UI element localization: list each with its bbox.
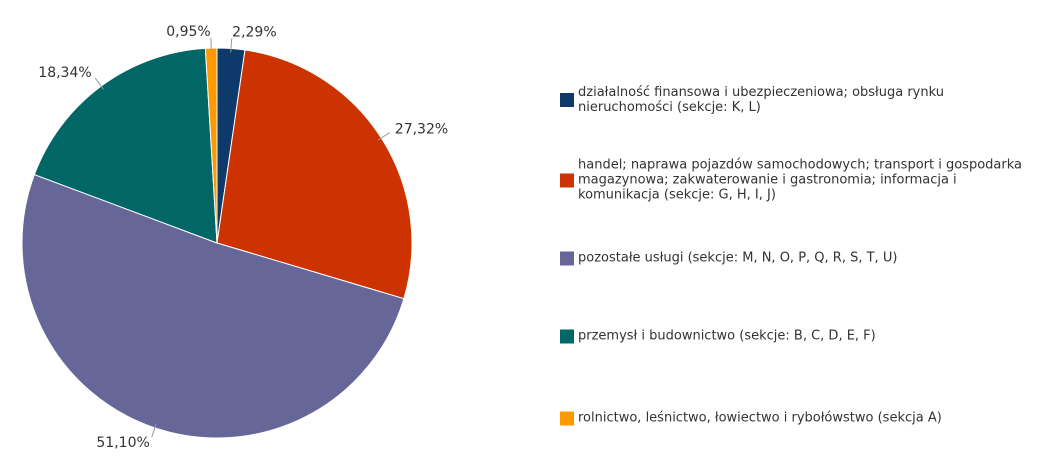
data-label: 51,10%: [96, 435, 149, 451]
legend-label: przemysł i budownictwo (sekcje: B, C, D,…: [578, 328, 876, 344]
legend-swatch: [560, 329, 574, 343]
legend-label: pozostałe usługi (sekcje: M, N, O, P, Q,…: [578, 250, 898, 266]
legend-label: rolnictwo, leśnictwo, łowiectwo i rybołó…: [578, 410, 942, 426]
legend-item: działalność finansowa i ubezpieczeniowa;…: [560, 85, 1040, 115]
data-label: 27,32%: [395, 121, 448, 137]
legend-label: działalność finansowa i ubezpieczeniowa;…: [578, 85, 944, 115]
legend-item: handel; naprawa pojazdów samochodowych; …: [560, 158, 1040, 203]
leader-line: [377, 132, 391, 141]
data-label: 18,34%: [38, 65, 91, 81]
legend: działalność finansowa i ubezpieczeniowa;…: [560, 0, 1040, 461]
leader-line: [94, 77, 104, 90]
legend-swatch: [560, 251, 574, 265]
data-label: 0,95%: [166, 24, 210, 40]
legend-item: rolnictwo, leśnictwo, łowiectwo i rybołó…: [560, 411, 1040, 426]
legend-swatch: [560, 93, 574, 107]
data-label: 2,29%: [232, 25, 276, 41]
legend-item: pozostałe usługi (sekcje: M, N, O, P, Q,…: [560, 251, 1040, 266]
leader-line: [151, 423, 157, 438]
leader-line: [230, 38, 233, 53]
legend-swatch: [560, 173, 574, 187]
legend-label: handel; naprawa pojazdów samochodowych; …: [578, 157, 1022, 203]
legend-item: przemysł i budownictwo (sekcje: B, C, D,…: [560, 329, 1040, 344]
legend-swatch: [560, 411, 574, 425]
